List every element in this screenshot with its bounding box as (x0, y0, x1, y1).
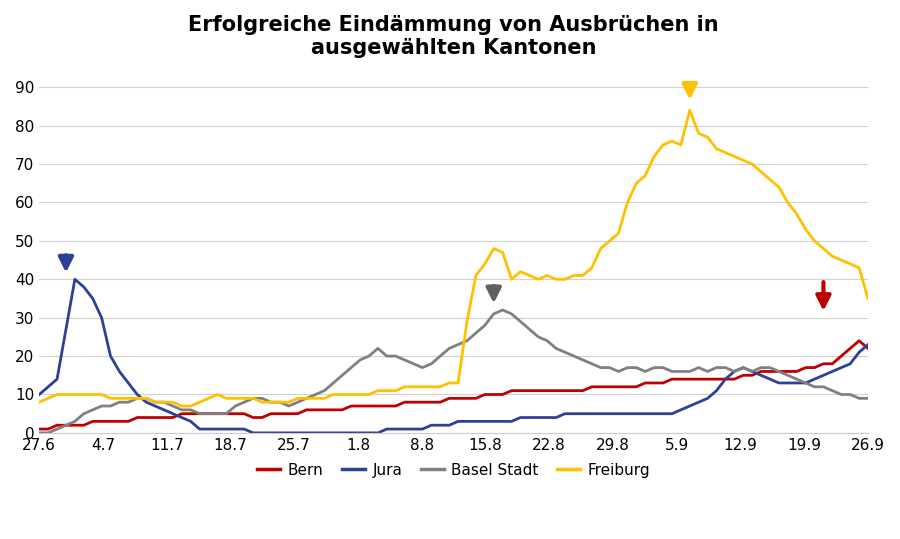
Basel Stadt (542, 337, 553, 344)
Bern (382, 403, 392, 409)
Freiburg (364, 391, 374, 398)
Bern (34, 426, 45, 432)
Basel Stadt (355, 357, 365, 363)
Basel Stadt (176, 406, 187, 413)
Jura (551, 414, 562, 421)
Legend: Bern, Jura, Basel Stadt, Freiburg: Bern, Jura, Basel Stadt, Freiburg (251, 457, 656, 483)
Line: Freiburg: Freiburg (40, 110, 868, 406)
Freiburg (391, 388, 401, 394)
Line: Jura: Jura (40, 279, 868, 433)
Bern (658, 380, 669, 386)
Basel Stadt (382, 353, 392, 360)
Jura (185, 418, 196, 425)
Freiburg (667, 138, 678, 144)
Bern (854, 337, 865, 344)
Jura (266, 430, 276, 436)
Basel Stadt (667, 368, 678, 375)
Jura (248, 430, 258, 436)
Bern (176, 411, 187, 417)
Title: Erfolgreiche Eindämmung von Ausbrüchen in
ausgewählten Kantonen: Erfolgreiche Eindämmung von Ausbrüchen i… (188, 15, 719, 58)
Line: Basel Stadt: Basel Stadt (40, 310, 868, 433)
Basel Stadt (497, 307, 508, 313)
Freiburg (185, 403, 196, 409)
Line: Bern: Bern (40, 341, 868, 429)
Freiburg (34, 399, 45, 405)
Jura (862, 341, 873, 348)
Jura (69, 276, 80, 282)
Bern (533, 388, 544, 394)
Basel Stadt (862, 395, 873, 402)
Basel Stadt (248, 395, 258, 402)
Freiburg (542, 272, 553, 279)
Freiburg (176, 403, 187, 409)
Jura (34, 391, 45, 398)
Bern (355, 403, 365, 409)
Jura (373, 430, 383, 436)
Freiburg (684, 107, 695, 114)
Freiburg (256, 399, 267, 405)
Basel Stadt (34, 430, 45, 436)
Bern (248, 414, 258, 421)
Freiburg (862, 295, 873, 302)
Bern (862, 345, 873, 351)
Jura (676, 406, 687, 413)
Jura (400, 426, 410, 432)
